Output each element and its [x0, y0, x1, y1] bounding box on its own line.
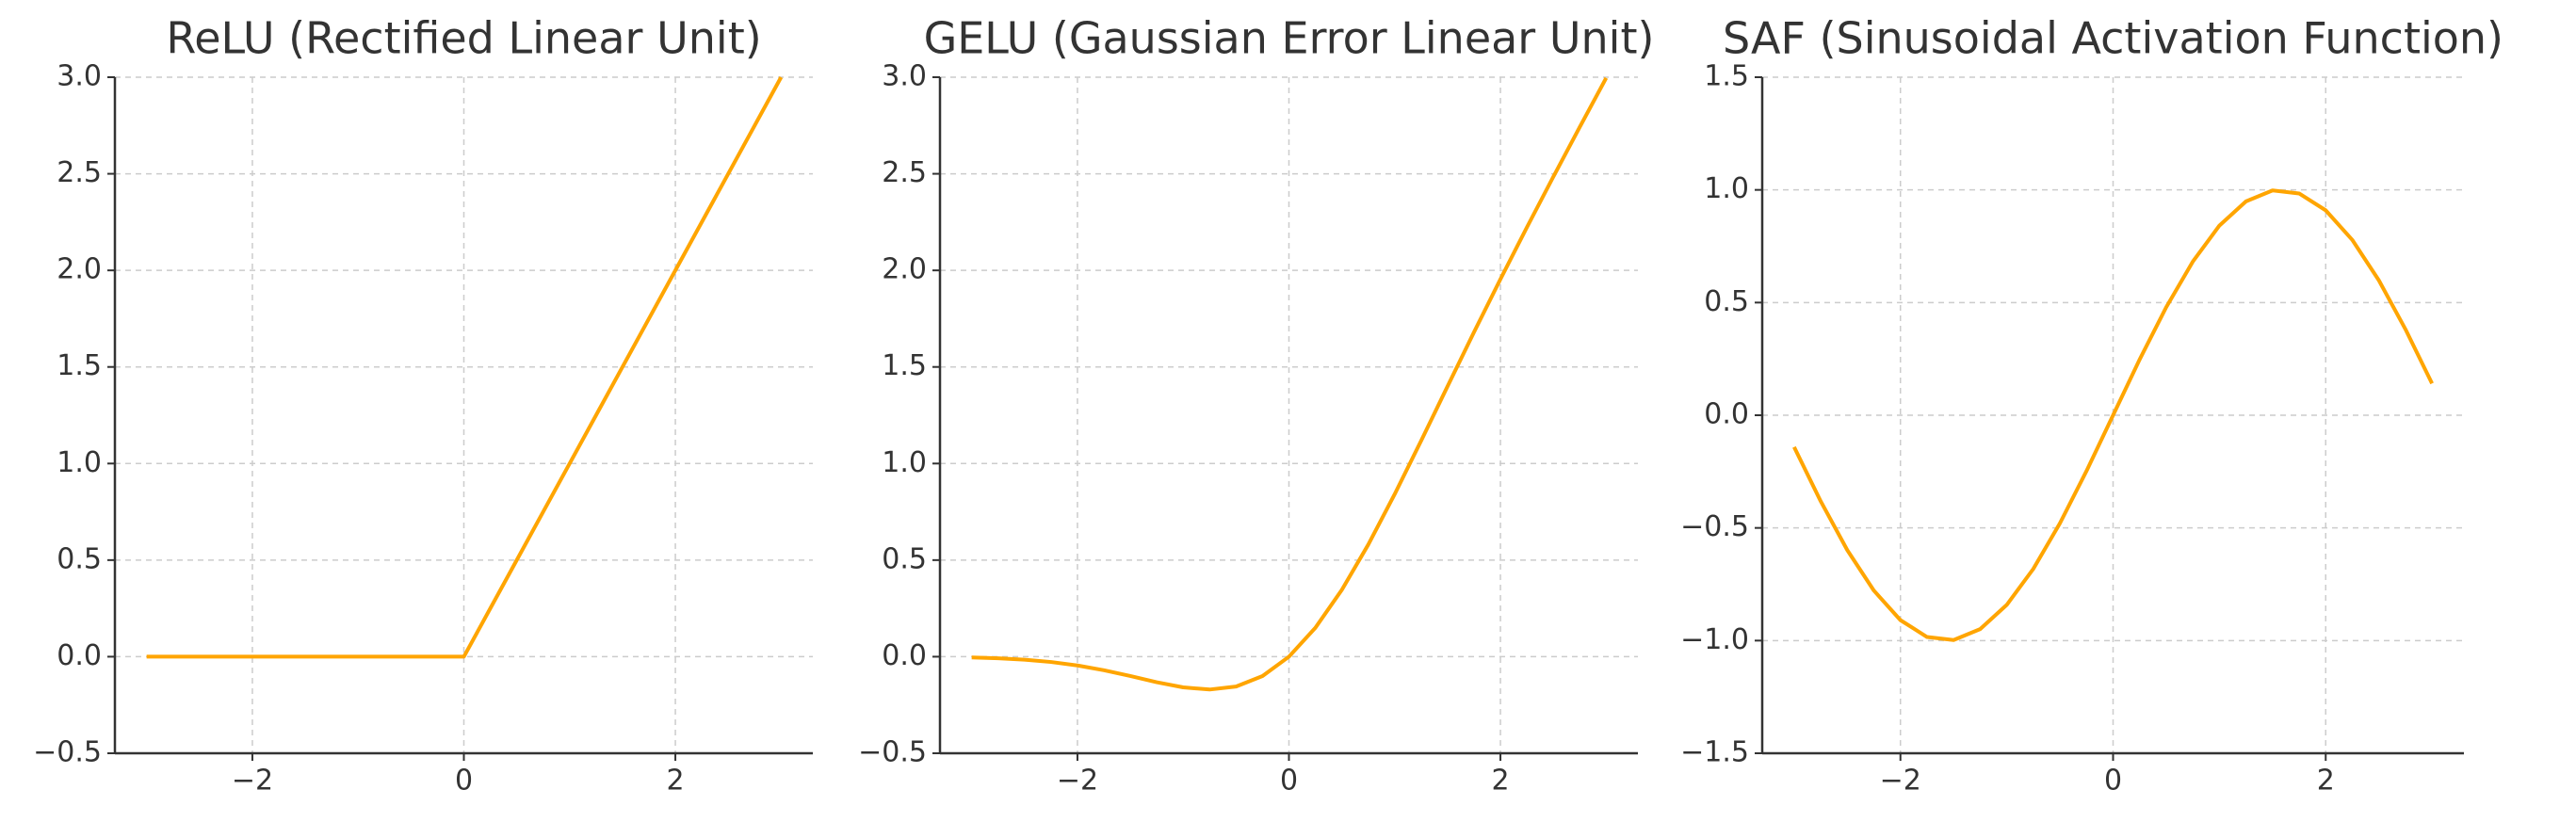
y-tick-label: 1.0 — [1704, 172, 1749, 205]
line-series — [1792, 188, 2434, 642]
y-tick-label: 0.0 — [882, 639, 927, 672]
y-tick-label: −1.0 — [1680, 623, 1749, 656]
line-series — [971, 76, 1609, 692]
x-tick-label: 0 — [2104, 765, 2122, 798]
y-tick-label: 1.0 — [57, 446, 102, 479]
x-tick-label: 2 — [666, 765, 684, 798]
x-tick-label: 2 — [1491, 765, 1509, 798]
y-tick-label: 0.0 — [57, 639, 102, 672]
chart-title: ReLU (Rectified Linear Unit) — [166, 13, 761, 64]
x-tick-label: −2 — [1880, 765, 1921, 798]
y-tick-label: 1.0 — [882, 446, 927, 479]
y-tick-label: 2.0 — [882, 253, 927, 286]
y-tick-label: −0.5 — [1680, 510, 1749, 543]
chart-title: SAF (Sinusoidal Activation Function) — [1723, 13, 2503, 64]
line-series — [146, 76, 784, 659]
y-tick-label: −1.5 — [1680, 736, 1749, 769]
y-tick-label: 0.5 — [57, 542, 102, 575]
y-tick-label: 1.5 — [1704, 60, 1749, 93]
y-tick-label: 3.0 — [882, 60, 927, 93]
y-tick-label: 3.0 — [57, 60, 102, 93]
y-tick-label: 0.5 — [882, 542, 927, 575]
y-tick-label: 2.0 — [57, 253, 102, 286]
y-tick-label: 0.5 — [1704, 285, 1749, 318]
x-tick-label: 2 — [2317, 765, 2335, 798]
x-tick-label: −2 — [232, 765, 273, 798]
y-tick-label: 1.5 — [57, 349, 102, 382]
x-tick-label: 0 — [455, 765, 473, 798]
y-tick-label: −0.5 — [858, 736, 927, 769]
y-tick-label: 2.5 — [57, 156, 102, 189]
chart-title: GELU (Gaussian Error Linear Unit) — [924, 13, 1655, 64]
y-tick-label: −0.5 — [33, 736, 102, 769]
x-tick-label: −2 — [1057, 765, 1098, 798]
y-tick-label: 2.5 — [882, 156, 927, 189]
y-tick-label: 0.0 — [1704, 398, 1749, 431]
x-tick-label: 0 — [1280, 765, 1298, 798]
y-tick-label: 1.5 — [882, 349, 927, 382]
